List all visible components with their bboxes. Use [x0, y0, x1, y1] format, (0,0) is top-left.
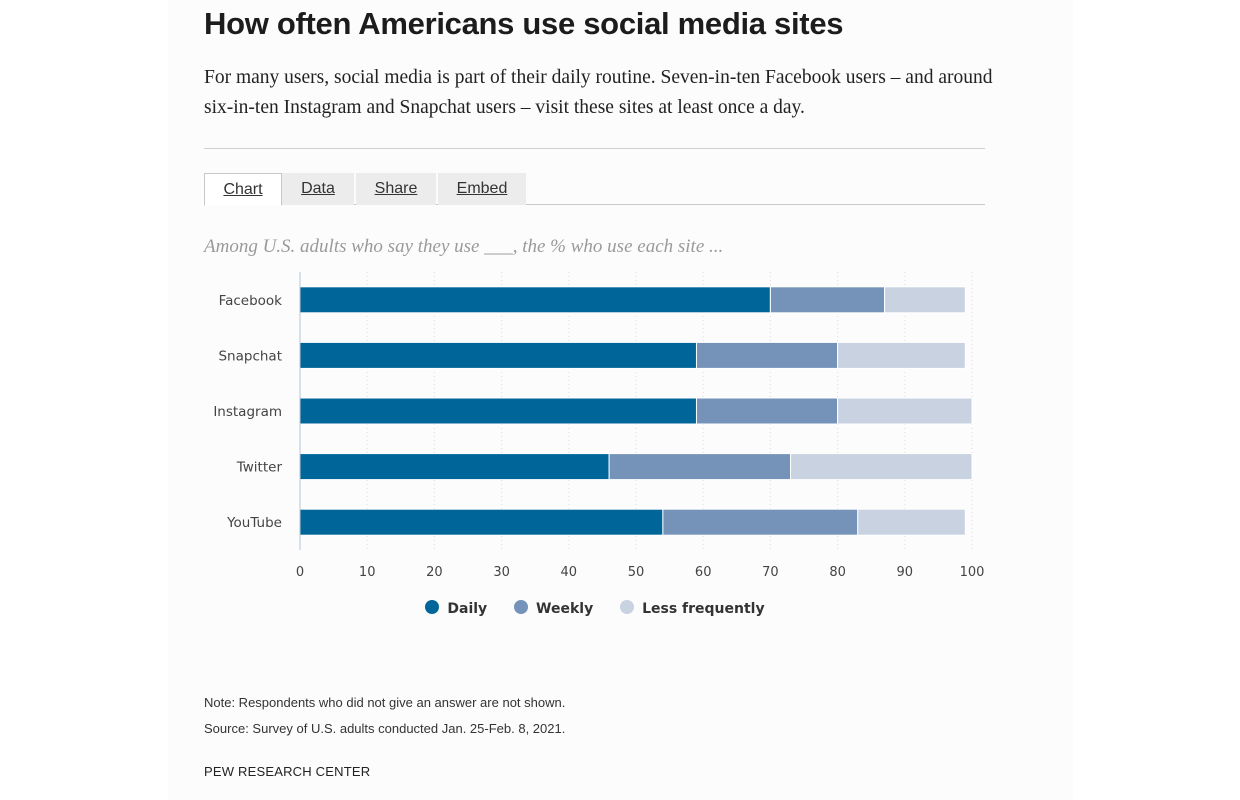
x-tick-label-90: 90 — [897, 565, 914, 580]
category-label-instagram: Instagram — [213, 404, 282, 420]
stacked-bar-chart: Facebook Snapchat Instagram Twitter YouTube 0… — [213, 272, 985, 580]
bar-twitter-less-frequently — [790, 453, 973, 481]
bar-instagram-less-frequently — [837, 397, 973, 425]
chart-subtitle: Among U.S. adults who say they use ___, … — [204, 236, 724, 257]
category-label-snapchat: Snapchat — [218, 348, 282, 364]
legend-swatch-less-frequently — [620, 600, 635, 614]
tab-share[interactable]: Share — [356, 173, 436, 205]
tab-embed[interactable]: Embed — [438, 173, 526, 205]
tab-bar: Chart Data Share Embed — [204, 173, 985, 206]
category-label-facebook: Facebook — [219, 293, 283, 309]
bar-facebook-weekly — [769, 286, 886, 314]
x-tick-label-10: 10 — [359, 565, 376, 580]
dek: For many users, social media is part of … — [204, 67, 993, 118]
legend-swatch-daily — [425, 600, 440, 614]
category-label-twitter: Twitter — [236, 460, 283, 476]
bar-snapchat-daily — [299, 341, 697, 369]
divider — [204, 148, 985, 149]
tab-data[interactable]: Data — [282, 173, 354, 205]
bar-twitter-weekly — [608, 453, 792, 481]
legend-label-less-frequently: Less frequently — [642, 601, 765, 617]
category-label-youtube: YouTube — [226, 515, 282, 531]
headline: How often Americans use social media sit… — [204, 6, 844, 41]
chart-legend: Daily Weekly Less frequently — [0, 600, 1190, 617]
organization-credit: PEW RESEARCH CENTER — [204, 764, 371, 779]
x-tick-label-20: 20 — [426, 565, 443, 580]
x-tick-label-60: 60 — [695, 565, 712, 580]
bar-instagram-daily — [299, 397, 697, 425]
x-tick-label-70: 70 — [762, 565, 779, 580]
legend-label-weekly: Weekly — [536, 601, 594, 617]
bar-instagram-weekly — [695, 397, 839, 425]
bar-youtube-daily — [299, 508, 664, 536]
bar-youtube-weekly — [662, 508, 859, 536]
bar-twitter-daily — [299, 453, 610, 481]
bar-youtube-less-frequently — [857, 508, 966, 536]
tab-chart[interactable]: Chart — [204, 173, 282, 206]
legend-label-daily: Daily — [447, 601, 488, 617]
chart-note: Note: Respondents who did not give an an… — [204, 695, 566, 710]
bar-facebook-less-frequently — [884, 286, 966, 314]
legend-item-weekly: Weekly — [514, 600, 593, 617]
x-tick-label-30: 30 — [493, 565, 510, 580]
bar-snapchat-weekly — [695, 341, 839, 369]
legend-item-daily: Daily — [425, 600, 487, 617]
legend-swatch-weekly — [514, 600, 529, 614]
x-tick-label-0: 0 — [296, 565, 304, 580]
legend-item-less-frequently: Less frequently — [620, 600, 765, 617]
x-tick-label-100: 100 — [960, 565, 985, 580]
x-tick-label-40: 40 — [561, 565, 578, 580]
x-tick-label-80: 80 — [829, 565, 846, 580]
x-tick-label-50: 50 — [628, 565, 645, 580]
chart-source: Source: Survey of U.S. adults conducted … — [204, 721, 566, 736]
bar-snapchat-less-frequently — [837, 341, 966, 369]
bar-facebook-daily — [299, 286, 771, 314]
